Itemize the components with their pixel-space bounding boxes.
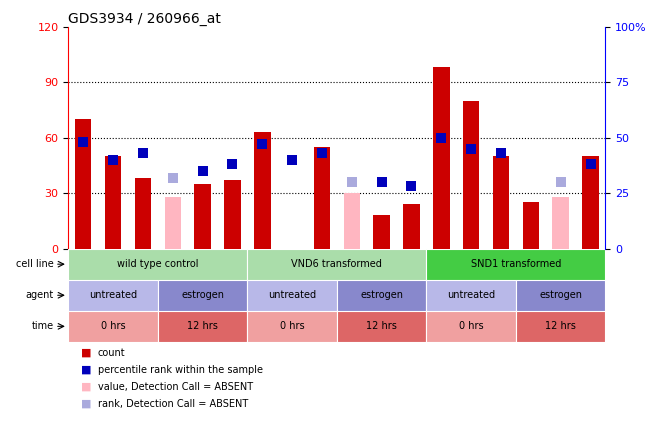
Text: estrogen: estrogen: [181, 290, 224, 300]
Bar: [247, 249, 426, 280]
Text: count: count: [98, 348, 125, 358]
Bar: [314, 147, 330, 249]
Text: untreated: untreated: [268, 290, 316, 300]
Bar: [254, 132, 271, 249]
Bar: [426, 280, 516, 311]
Text: GDS3934 / 260966_at: GDS3934 / 260966_at: [68, 12, 221, 26]
Bar: [165, 197, 181, 249]
Bar: [516, 311, 605, 342]
Text: time: time: [31, 321, 53, 331]
Text: percentile rank within the sample: percentile rank within the sample: [98, 365, 262, 375]
Bar: [523, 202, 539, 249]
Text: untreated: untreated: [89, 290, 137, 300]
Bar: [105, 156, 121, 249]
Bar: [463, 101, 479, 249]
Text: ■: ■: [81, 348, 92, 358]
Bar: [337, 311, 426, 342]
Text: 12 hrs: 12 hrs: [546, 321, 576, 331]
Text: cell line: cell line: [16, 259, 53, 269]
Bar: [68, 249, 247, 280]
Text: VND6 transformed: VND6 transformed: [292, 259, 382, 269]
Bar: [374, 215, 390, 249]
Bar: [426, 249, 605, 280]
Text: SND1 transformed: SND1 transformed: [471, 259, 561, 269]
Text: ■: ■: [81, 382, 92, 392]
Text: agent: agent: [25, 290, 53, 300]
Bar: [158, 311, 247, 342]
Bar: [247, 280, 337, 311]
Text: 0 hrs: 0 hrs: [459, 321, 484, 331]
Bar: [337, 280, 426, 311]
Bar: [582, 156, 599, 249]
Bar: [433, 67, 450, 249]
Text: ■: ■: [81, 399, 92, 408]
Text: 0 hrs: 0 hrs: [280, 321, 305, 331]
Bar: [403, 204, 420, 249]
Bar: [493, 156, 509, 249]
Bar: [195, 184, 211, 249]
Bar: [516, 280, 605, 311]
Text: estrogen: estrogen: [360, 290, 403, 300]
Text: 12 hrs: 12 hrs: [187, 321, 218, 331]
Bar: [553, 197, 569, 249]
Text: estrogen: estrogen: [539, 290, 582, 300]
Text: ■: ■: [81, 365, 92, 375]
Bar: [135, 178, 151, 249]
Text: untreated: untreated: [447, 290, 495, 300]
Bar: [224, 180, 241, 249]
Text: 0 hrs: 0 hrs: [101, 321, 126, 331]
Bar: [68, 280, 158, 311]
Text: value, Detection Call = ABSENT: value, Detection Call = ABSENT: [98, 382, 253, 392]
Bar: [68, 311, 158, 342]
Text: 12 hrs: 12 hrs: [367, 321, 397, 331]
Bar: [247, 311, 337, 342]
Bar: [75, 119, 92, 249]
Text: wild type control: wild type control: [117, 259, 199, 269]
Bar: [344, 193, 360, 249]
Bar: [426, 311, 516, 342]
Text: rank, Detection Call = ABSENT: rank, Detection Call = ABSENT: [98, 399, 248, 408]
Bar: [158, 280, 247, 311]
